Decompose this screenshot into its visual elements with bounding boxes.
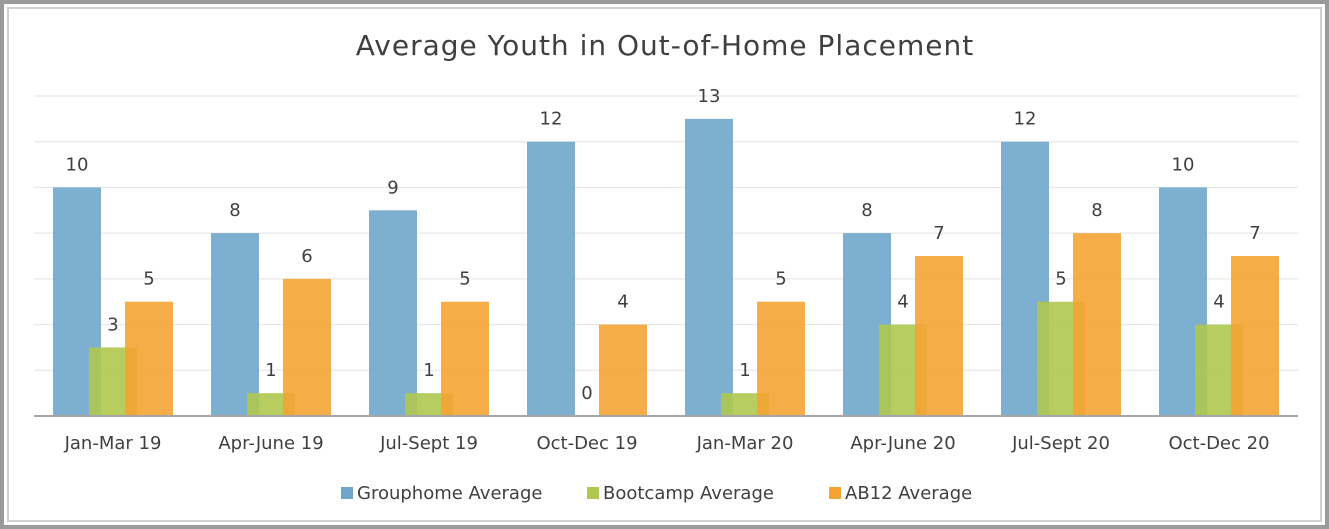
data-label: 7 (1249, 223, 1260, 244)
legend-label: Grouphome Average (357, 483, 542, 504)
legend-label: AB12 Average (845, 483, 972, 504)
x-tick-label: Jul-Sept 19 (379, 433, 478, 454)
bar (685, 118, 733, 416)
x-tick-label: Apr-June 19 (218, 433, 323, 454)
data-label: 8 (229, 200, 240, 221)
bar (125, 301, 173, 416)
bar (757, 301, 805, 416)
x-tick-label: Oct-Dec 20 (1168, 433, 1269, 454)
bar (441, 301, 489, 416)
data-label: 4 (1213, 292, 1224, 313)
data-label: 5 (143, 269, 154, 290)
data-label: 9 (387, 177, 398, 198)
bar (527, 141, 575, 416)
x-tick-label: Jan-Mar 20 (696, 433, 794, 454)
bar (283, 278, 331, 416)
chart-title: Average Youth in Out-of-Home Placement (356, 29, 974, 62)
bar (599, 324, 647, 416)
data-label: 5 (459, 269, 470, 290)
data-label: 0 (581, 383, 592, 404)
legend-label: Bootcamp Average (603, 483, 774, 504)
data-label: 13 (698, 86, 721, 107)
data-label: 10 (1172, 154, 1195, 175)
x-tick-label: Jan-Mar 19 (64, 433, 162, 454)
data-label: 8 (861, 200, 872, 221)
data-label: 12 (540, 109, 563, 130)
data-label: 8 (1091, 200, 1102, 221)
data-label: 5 (1055, 269, 1066, 290)
x-tick-label: Apr-June 20 (850, 433, 955, 454)
bar (369, 210, 417, 416)
x-tick-label: Oct-Dec 19 (536, 433, 637, 454)
data-label: 1 (739, 360, 750, 381)
frame-inner (7, 7, 1322, 522)
legend-swatch (587, 487, 599, 499)
data-label: 7 (933, 223, 944, 244)
data-label: 4 (617, 292, 628, 313)
data-label: 4 (897, 292, 908, 313)
data-label: 10 (66, 154, 89, 175)
data-label: 1 (423, 360, 434, 381)
data-label: 6 (301, 246, 312, 267)
legend-swatch (341, 487, 353, 499)
data-label: 1 (265, 360, 276, 381)
bar (1231, 256, 1279, 416)
data-label: 3 (107, 314, 118, 335)
x-tick-label: Jul-Sept 20 (1011, 433, 1110, 454)
bar (1073, 233, 1121, 416)
data-label: 12 (1014, 109, 1037, 130)
bar (211, 233, 259, 416)
data-label: 5 (775, 269, 786, 290)
legend-swatch (829, 487, 841, 499)
bar (915, 256, 963, 416)
